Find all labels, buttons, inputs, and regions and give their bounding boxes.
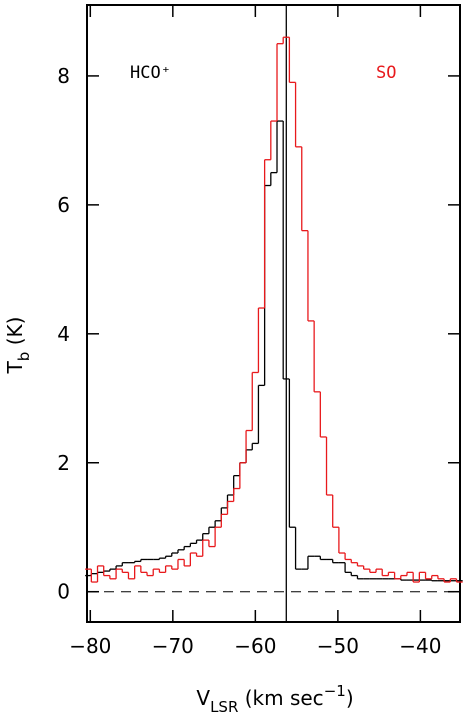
x-axis-title-part: ) <box>346 686 354 710</box>
y-axis-title-part: b <box>15 352 33 362</box>
x-axis-title-part: −1 <box>324 682 346 700</box>
x-axis-title: VLSR (km sec−1) <box>196 682 353 716</box>
legend-label: HCO⁺ <box>130 63 171 83</box>
x-tick-label: −60 <box>234 634 276 658</box>
plot-frame <box>86 4 461 623</box>
x-tick-label: −80 <box>69 634 111 658</box>
y-tick-label: 6 <box>57 193 70 217</box>
y-axis-title: Tb (K) <box>3 317 33 375</box>
x-tick-label: −40 <box>399 634 441 658</box>
x-tick-label: −70 <box>152 634 194 658</box>
legend-label: SO <box>376 63 396 83</box>
x-axis-title-part: (km sec <box>238 686 323 710</box>
y-axis-title-part: (K) <box>3 317 27 352</box>
y-tick-label: 8 <box>57 64 70 88</box>
y-tick-label: 2 <box>57 451 70 475</box>
y-axis-title-part: T <box>3 360 27 374</box>
y-tick-label: 4 <box>57 322 70 346</box>
x-tick-label: −50 <box>317 634 359 658</box>
x-axis-title-part: LSR <box>210 698 238 716</box>
x-axis-title-part: V <box>196 686 210 710</box>
y-tick-label: 0 <box>57 580 70 604</box>
